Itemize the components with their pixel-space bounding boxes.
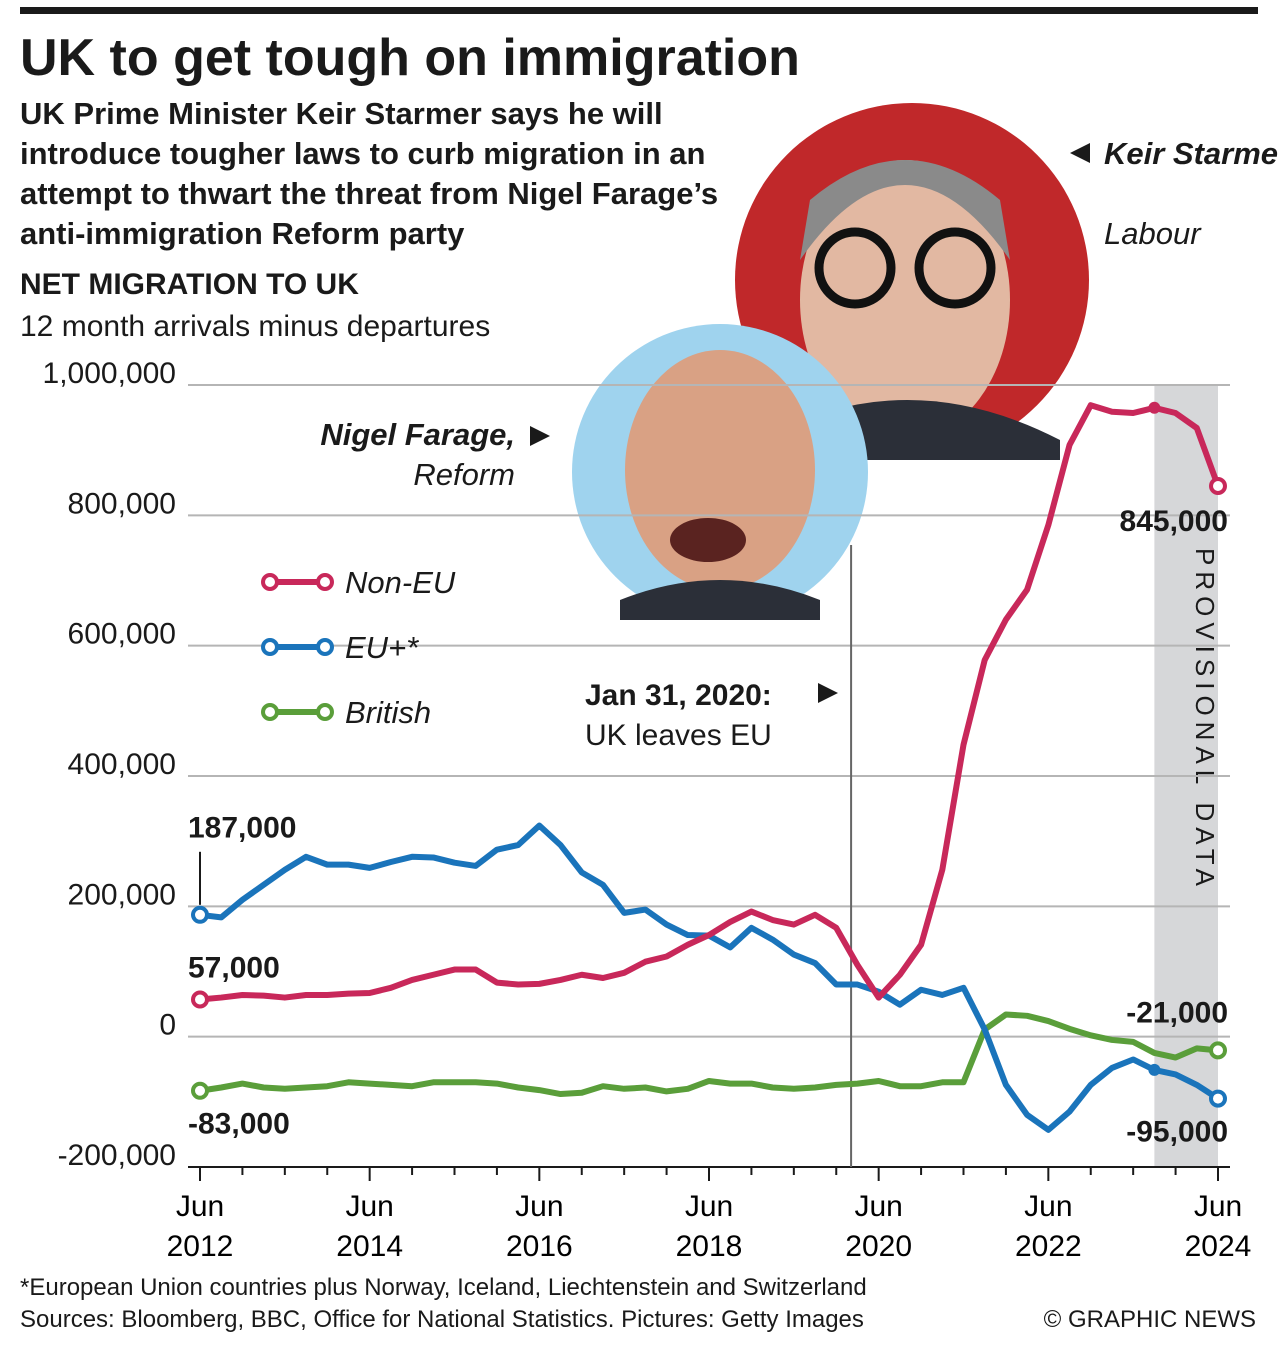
value-label: -95,000 (1126, 1115, 1228, 1148)
y-tick-label: 200,000 (68, 878, 176, 911)
y-tick-label: 1,000,000 (43, 357, 176, 390)
x-tick-label: Jun 2018 (675, 1190, 743, 1263)
legend-marker (316, 703, 334, 721)
chart-title: NET MIGRATION TO UK (20, 268, 359, 301)
x-tick-label: Jun 2024 (1184, 1190, 1252, 1263)
legend-marker (261, 703, 279, 721)
x-tick-label: Jun 2016 (505, 1190, 573, 1263)
end-marker (1209, 477, 1227, 496)
x-tick-label: Jun 2012 (166, 1190, 234, 1263)
x-tick-label: Jun 2022 (1014, 1190, 1082, 1263)
sources: Sources: Bloomberg, BBC, Office for Nati… (20, 1306, 864, 1333)
subtitle: UK Prime Minister Keir Starmer says he w… (20, 96, 719, 251)
y-tick-label: 0 (159, 1009, 176, 1042)
legend-marker (261, 638, 279, 656)
value-label: -21,000 (1126, 996, 1228, 1029)
plot: PROVISIONAL DATA -200,000 0 200,000 400,000 6… (43, 357, 1230, 1181)
legend-marker (261, 573, 279, 591)
end-marker (191, 990, 209, 1009)
value-label: 57,000 (188, 951, 280, 984)
series-line (199, 1011, 1219, 1098)
x-tick-label: Jun 2020 (845, 1190, 913, 1263)
photo-party: Labour (1104, 216, 1202, 251)
credit: © GRAPHIC NEWS (1044, 1306, 1256, 1333)
end-marker (191, 1081, 209, 1100)
value-label: -83,000 (188, 1108, 290, 1141)
event-title: Jan 31, 2020: (585, 679, 772, 712)
end-marker (191, 905, 209, 924)
legend-marker (316, 573, 334, 591)
provisional-marker (1148, 1063, 1161, 1076)
footnote: *European Union countries plus Norway, I… (20, 1274, 867, 1301)
event-text: UK leaves EU (585, 719, 772, 752)
legend-marker (316, 638, 334, 656)
legend-label: EU+* (345, 630, 419, 665)
arrow (530, 426, 550, 446)
title: UK to get tough on immigration (20, 29, 800, 87)
photo-farage (572, 324, 868, 620)
provisional-label: PROVISIONAL DATA (1190, 548, 1220, 892)
top-bar (20, 7, 1258, 14)
y-tick-label: 600,000 (68, 618, 176, 651)
photo-name: Keir Starmer, (1104, 136, 1278, 171)
photo-name: Nigel Farage, (320, 417, 515, 452)
x-tick-label: Jun 2014 (336, 1190, 404, 1263)
y-tick-label: 400,000 (68, 748, 176, 781)
legend-label: Non-EU (345, 565, 456, 600)
end-marker (1209, 1089, 1227, 1108)
chart-subtitle: 12 month arrivals minus departures (20, 310, 490, 343)
series-line (199, 402, 1221, 1003)
provisional-marker (1148, 401, 1161, 414)
value-label: 187,000 (188, 812, 296, 845)
photo-starmer (735, 103, 1089, 460)
value-label: 845,000 (1120, 505, 1228, 538)
photo-party: Reform (413, 457, 515, 492)
end-marker (1209, 1041, 1227, 1060)
arrow (818, 683, 838, 703)
legend-label: British (345, 695, 431, 730)
y-tick-label: -200,000 (58, 1139, 176, 1172)
arrow (1070, 143, 1090, 163)
y-tick-label: 800,000 (68, 487, 176, 520)
